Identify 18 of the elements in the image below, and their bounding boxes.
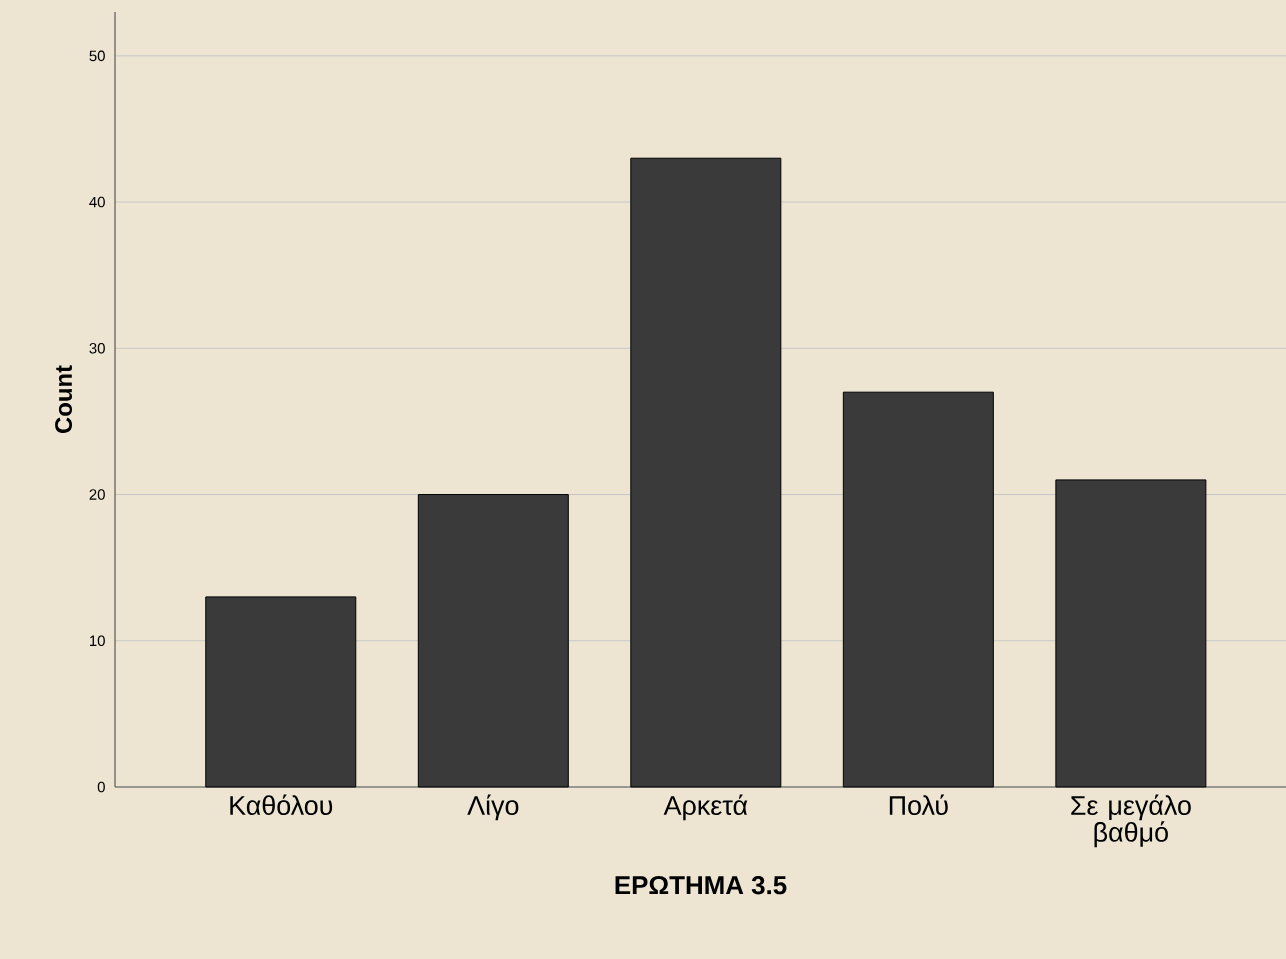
bar [842, 391, 994, 788]
y-tick-label: 0 [97, 781, 105, 793]
y-tick-label: 50 [89, 50, 105, 62]
x-tick-label: Καθόλου [230, 794, 333, 816]
x-tick-label: Πολύ [889, 794, 948, 816]
bar [205, 596, 357, 788]
bar [417, 494, 569, 788]
x-tick-label: Σε μεγάλο βαθμό [1071, 794, 1191, 848]
y-tick-label: 30 [89, 343, 105, 354]
x-tick-label: Αρκετά [663, 794, 748, 821]
y-tick-label: 10 [90, 635, 105, 647]
y-tick-label: 40 [89, 196, 105, 208]
bar [630, 157, 782, 788]
bar [1055, 479, 1207, 788]
y-tick-label: 20 [89, 489, 105, 500]
x-tick-label: Λίγο [467, 794, 519, 821]
x-axis-title: ΕΡΩΤΗΜΑ 3.5 [615, 876, 787, 895]
y-axis-title: Count [55, 365, 73, 434]
